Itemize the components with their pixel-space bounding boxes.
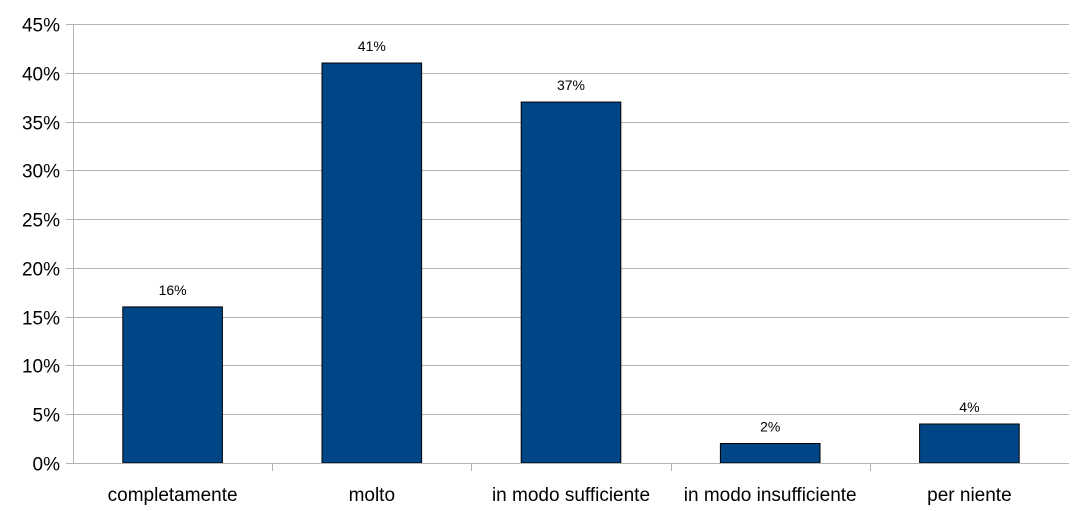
data-label: 4% xyxy=(959,399,979,415)
x-category-label: completamente xyxy=(108,485,238,506)
y-tick-label: 45% xyxy=(22,16,60,37)
data-label: 16% xyxy=(159,282,187,298)
data-label: 37% xyxy=(557,77,585,93)
y-tick-label: 35% xyxy=(22,114,60,135)
y-tick-label: 5% xyxy=(33,406,61,427)
y-tick-label: 10% xyxy=(22,357,60,378)
y-tick-label: 20% xyxy=(22,260,60,281)
y-tick-label: 30% xyxy=(22,162,60,183)
x-category-label: in modo sufficiente xyxy=(492,485,650,506)
data-label: 2% xyxy=(760,418,780,434)
bar-3 xyxy=(719,442,821,464)
bar-1 xyxy=(321,62,423,464)
x-category-label: per niente xyxy=(927,485,1012,506)
x-category-label: molto xyxy=(349,485,395,506)
axes xyxy=(66,24,1069,471)
y-tick-label: 15% xyxy=(22,309,60,330)
labels: 0% 5% 10% 15% 20% 25% 30% 35% 40% 45% completament… xyxy=(22,16,1012,507)
data-label: 41% xyxy=(358,38,386,54)
x-category-label: in modo insufficiente xyxy=(684,485,857,506)
y-tick-label: 25% xyxy=(22,211,60,232)
bar-4 xyxy=(919,423,1020,464)
bar-0 xyxy=(122,306,223,464)
bars xyxy=(122,62,1020,464)
y-tick-label: 40% xyxy=(22,65,60,86)
y-tick-label: 0% xyxy=(33,455,61,476)
bar-2 xyxy=(520,101,622,464)
